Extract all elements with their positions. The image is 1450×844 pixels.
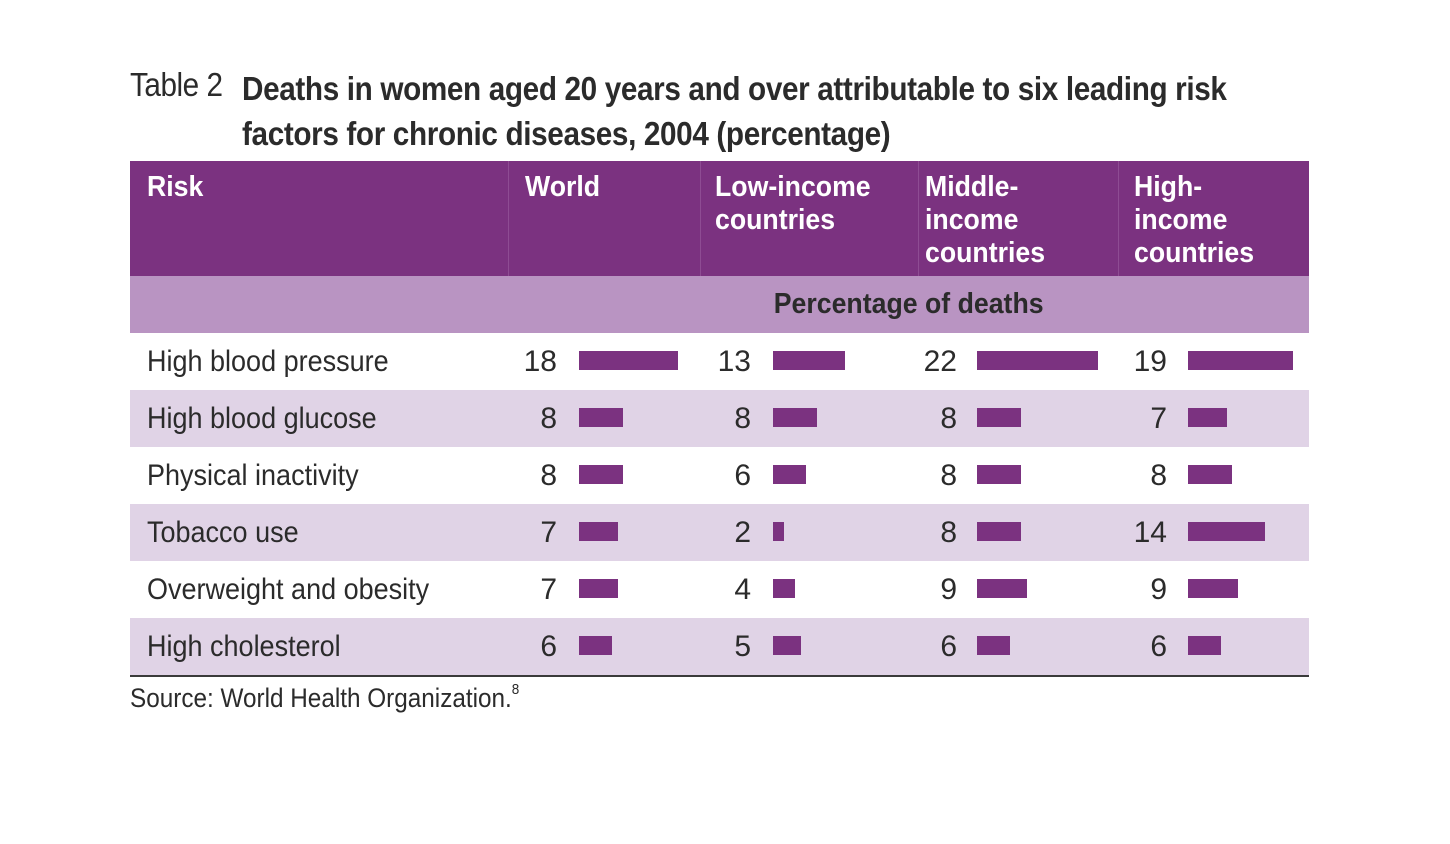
header-divider [918, 161, 919, 276]
value-label: 13 [717, 345, 751, 378]
value-label: 19 [1133, 345, 1167, 378]
bar [773, 351, 845, 370]
table-title: Deaths in women aged 20 years and over a… [242, 70, 1227, 152]
bar [977, 408, 1021, 427]
bar [773, 579, 795, 598]
value-label: 9 [940, 573, 957, 606]
value-label: 22 [923, 345, 957, 378]
value-label: 5 [734, 630, 751, 663]
source-footnote: 8 [511, 681, 520, 698]
value-label: 6 [1150, 630, 1167, 663]
value-label: 6 [734, 459, 751, 492]
value-label: 8 [940, 459, 957, 492]
risk-label: Tobacco use [147, 516, 299, 549]
value-label: 8 [540, 402, 557, 435]
risk-label: High cholesterol [147, 630, 341, 663]
bar [977, 351, 1098, 370]
value-label: 14 [1133, 516, 1167, 549]
bar [579, 522, 618, 541]
bar [579, 636, 612, 655]
source-note: Source: World Health Organization.8 [130, 681, 563, 714]
table-row: Overweight and obesity 7 4 9 9 [130, 561, 1309, 618]
bar [1188, 408, 1227, 427]
column-header-line: countries [1134, 237, 1255, 269]
bar [579, 579, 618, 598]
table-number: Table 2 [130, 66, 223, 103]
bar [579, 351, 678, 370]
bottom-rule [130, 675, 1309, 677]
column-header-line: countries [715, 204, 836, 236]
bar [579, 465, 623, 484]
value-label: 18 [523, 345, 557, 378]
bar [1188, 636, 1221, 655]
table-row: Tobacco use 7 2 8 14 [130, 504, 1309, 561]
risk-label: Physical inactivity [147, 459, 359, 492]
header-row: Risk World Low-income countries Middle-incom… [130, 161, 1309, 276]
column-header-0: Risk [147, 161, 208, 276]
bar [1188, 579, 1238, 598]
column-header-3: Middle-income countries [925, 161, 1056, 276]
header-divider [700, 161, 701, 276]
bar [977, 579, 1027, 598]
value-label: 7 [540, 516, 557, 549]
risk-label: High blood pressure [147, 345, 389, 378]
column-header-4: High-income countries [1134, 161, 1265, 276]
column-header-line: countries [925, 237, 1046, 269]
bar [1188, 351, 1293, 370]
value-label: 8 [940, 516, 957, 549]
risk-label: Overweight and obesity [147, 573, 430, 606]
value-label: 8 [734, 402, 751, 435]
bar [977, 465, 1021, 484]
subheader-label: Percentage of deaths [773, 288, 1044, 320]
column-header-line: income [925, 204, 1019, 236]
table-row: High blood pressure 18 13 22 19 [130, 333, 1309, 390]
bar [977, 636, 1010, 655]
subheader-row: Percentage of deaths [130, 276, 1309, 333]
value-label: 7 [540, 573, 557, 606]
bar [773, 465, 806, 484]
value-label: 6 [940, 630, 957, 663]
value-label: 6 [540, 630, 557, 663]
bar [1188, 465, 1232, 484]
column-header-line: Low-income [715, 171, 871, 203]
value-label: 4 [734, 573, 751, 606]
column-header-line: World [525, 171, 601, 203]
bar [579, 408, 623, 427]
bar [773, 636, 801, 655]
value-label: 8 [540, 459, 557, 492]
column-header-1: World [525, 161, 607, 276]
value-label: 7 [1150, 402, 1167, 435]
column-header-line: High- [1134, 171, 1203, 203]
bar [1188, 522, 1265, 541]
risk-label: High blood glucose [147, 402, 377, 435]
bar [773, 522, 784, 541]
column-header-line: income [1134, 204, 1228, 236]
table-row: Physical inactivity 8 6 8 8 [130, 447, 1309, 504]
source-text: Source: World Health Organization. [130, 683, 512, 713]
header-divider [1118, 161, 1119, 276]
table-row: High blood glucose 8 8 8 7 [130, 390, 1309, 447]
value-label: 2 [734, 516, 751, 549]
value-label: 9 [1150, 573, 1167, 606]
column-header-line: Middle- [925, 171, 1019, 203]
bar [977, 522, 1021, 541]
header-divider [508, 161, 509, 276]
value-label: 8 [1150, 459, 1167, 492]
bar [773, 408, 817, 427]
column-header-2: Low-income countries [715, 161, 884, 276]
value-label: 8 [940, 402, 957, 435]
table-row: High cholesterol 6 5 6 6 [130, 618, 1309, 675]
column-header-line: Risk [147, 171, 204, 203]
